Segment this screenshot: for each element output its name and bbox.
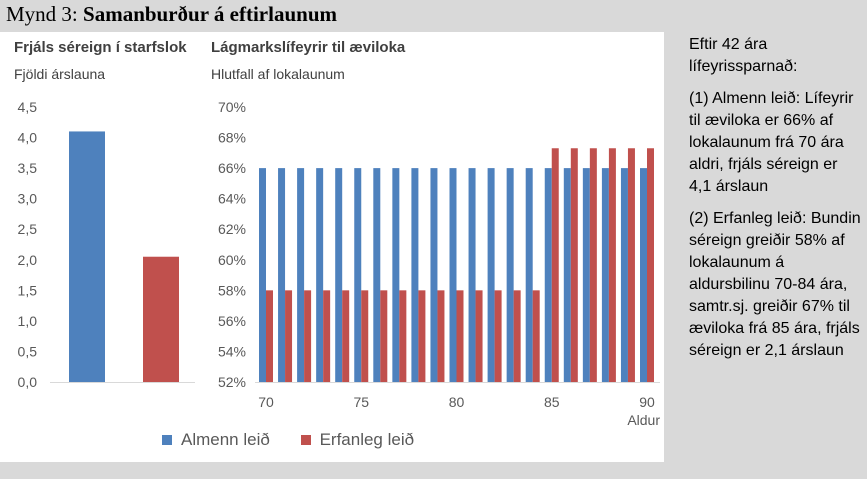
right-bar-almenn — [506, 168, 514, 382]
right-bar-erfanleg — [627, 148, 635, 382]
right-bar-almenn — [601, 168, 609, 382]
right-bar-erfanleg — [361, 290, 369, 382]
right-y-tick-label: 70% — [218, 99, 246, 115]
chart-svg: 0,0 0,5 1,0 1,5 2,0 2,5 3,0 3,5 4,0 4,5 52% 54% 56% 5… — [18, 99, 661, 428]
left-y-tick-label: 0,0 — [18, 374, 38, 390]
right-chart-ylabel: Hlutfall af lokalaunum — [211, 66, 345, 82]
left-y-tick-label: 1,0 — [18, 313, 38, 329]
right-bar-erfanleg — [399, 290, 407, 382]
left-y-tick-label: 3,5 — [18, 160, 38, 176]
right-bar-almenn — [297, 168, 305, 382]
right-x-tick-label: 90 — [639, 394, 655, 410]
left-chart-ylabel: Fjöldi árslauna — [14, 66, 106, 82]
right-bar-erfanleg — [513, 290, 521, 382]
right-bar-almenn — [354, 168, 362, 382]
sidebar-text: Eftir 42 ára lífeyrissparnað: (1) Almenn… — [689, 34, 861, 372]
legend-swatch-erfanleg — [300, 435, 311, 445]
legend-label-erfanleg: Erfanleg leið — [319, 430, 415, 449]
right-bar-almenn — [544, 168, 552, 382]
right-bar-erfanleg — [380, 290, 388, 382]
sidebar-paragraph-1: Eftir 42 ára lífeyrissparnað: — [689, 36, 798, 75]
right-bar-erfanleg — [285, 290, 293, 382]
left-y-tick-label: 4,5 — [18, 99, 38, 115]
right-y-tick-label: 52% — [218, 374, 246, 390]
left-bar-erfanleg — [143, 256, 179, 382]
figure-prefix: Mynd 3: — [6, 2, 84, 26]
right-bar-erfanleg — [323, 290, 331, 382]
right-y-tick-label: 68% — [218, 130, 246, 146]
right-bar-almenn — [563, 168, 571, 382]
right-bar-erfanleg — [608, 148, 616, 382]
legend-swatch-almenn — [162, 435, 172, 445]
right-bar-erfanleg — [494, 290, 502, 382]
right-x-tick-label: 75 — [353, 394, 369, 410]
right-bar-almenn — [449, 168, 457, 382]
right-bar-erfanleg — [570, 148, 578, 382]
right-x-tick-label: 70 — [258, 394, 274, 410]
left-y-tick-label: 1,5 — [18, 282, 38, 298]
right-x-axis-title: Aldur — [627, 412, 660, 428]
left-y-tick-label: 4,0 — [18, 130, 38, 146]
right-y-tick-label: 64% — [218, 191, 246, 207]
right-bar-erfanleg — [589, 148, 597, 382]
right-bar-almenn — [430, 168, 438, 382]
right-bar-almenn — [620, 168, 628, 382]
right-bar-almenn — [640, 168, 647, 382]
right-y-tick-label: 60% — [218, 252, 246, 268]
left-y-tick-label: 2,0 — [18, 252, 38, 268]
right-y-tick-label: 58% — [218, 282, 246, 298]
right-bar-almenn — [525, 168, 533, 382]
legend-label-almenn: Almenn leið — [181, 430, 270, 449]
right-bar-almenn — [335, 168, 343, 382]
right-bar-erfanleg — [437, 290, 445, 382]
right-bar-almenn — [392, 168, 400, 382]
legend-item-erfanleg: Erfanleg leið — [300, 430, 415, 450]
chart-panel: Frjáls séreign í starfslok Fjöldi árslau… — [0, 32, 664, 462]
right-bar-erfanleg — [475, 290, 483, 382]
right-bar-almenn — [278, 168, 286, 382]
figure-title: Mynd 3: Samanburður á eftirlaunum — [6, 2, 337, 27]
right-y-tick-label: 62% — [218, 221, 246, 237]
sidebar-paragraph-2: (1) Almenn leið: Lífeyrir til æviloka er… — [689, 90, 854, 195]
left-y-tick-label: 2,5 — [18, 221, 38, 237]
right-bar-erfanleg — [304, 290, 312, 382]
left-y-tick-label: 0,5 — [18, 343, 38, 359]
right-bar-erfanleg — [551, 148, 559, 382]
left-bar-almenn — [69, 131, 105, 382]
right-bar-almenn — [487, 168, 495, 382]
legend-item-almenn: Almenn leið — [162, 430, 270, 450]
right-x-tick-label: 85 — [544, 394, 560, 410]
right-bar-almenn — [259, 168, 266, 382]
right-bar-erfanleg — [647, 148, 654, 382]
left-chart-title: Frjáls séreign í starfslok — [14, 39, 187, 56]
right-bar-almenn — [468, 168, 476, 382]
right-bar-erfanleg — [456, 290, 464, 382]
figure-title-text: Samanburður á eftirlaunum — [83, 2, 337, 26]
right-y-tick-label: 66% — [218, 160, 246, 176]
right-bar-almenn — [582, 168, 590, 382]
right-bar-erfanleg — [342, 290, 350, 382]
legend: Almenn leið Erfanleg leið — [162, 430, 440, 450]
right-x-tick-label: 80 — [449, 394, 465, 410]
left-y-tick-label: 3,0 — [18, 191, 38, 207]
right-bar-erfanleg — [532, 290, 540, 382]
right-bar-erfanleg — [266, 290, 273, 382]
sidebar-paragraph-3: (2) Erfanleg leið: Bundin séreign greiði… — [689, 210, 861, 359]
right-chart-title: Lágmarkslífeyrir til æviloka — [211, 39, 406, 56]
right-bar-almenn — [316, 168, 324, 382]
right-bar-almenn — [411, 168, 419, 382]
right-y-tick-label: 56% — [218, 313, 246, 329]
right-bar-almenn — [373, 168, 381, 382]
right-bar-erfanleg — [418, 290, 426, 382]
right-y-tick-label: 54% — [218, 343, 246, 359]
